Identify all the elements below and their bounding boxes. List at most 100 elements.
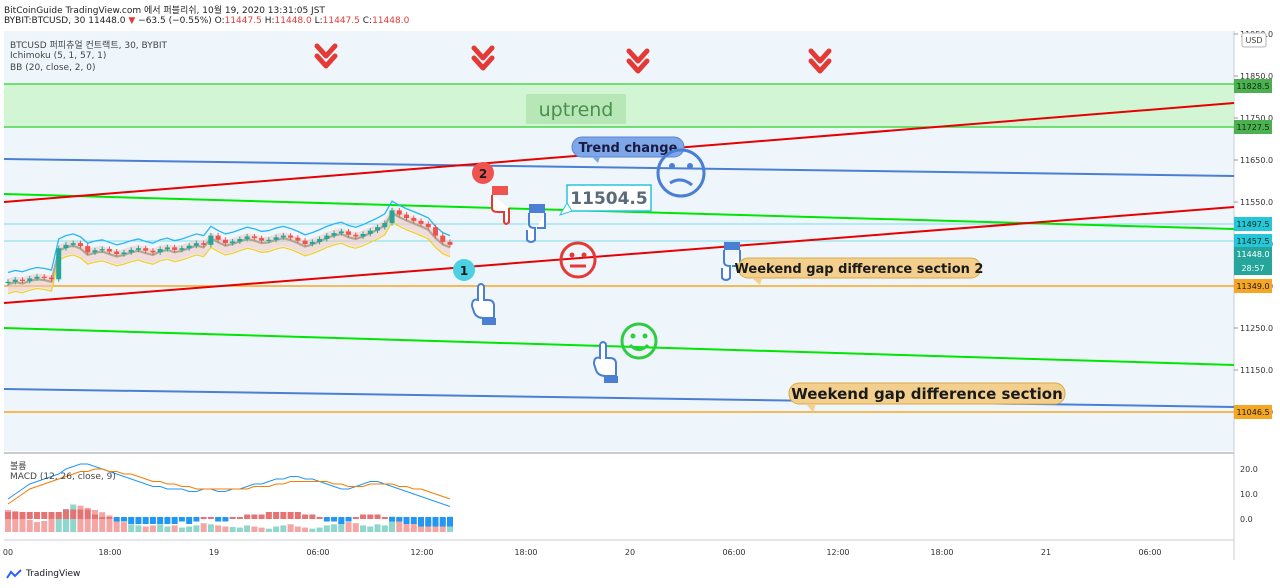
symbol-label: BYBIT:BTCUSD, 30 [4,16,86,26]
candle-body[interactable] [27,278,33,281]
candle-body[interactable] [295,237,301,241]
candle-body[interactable] [324,235,330,239]
blue-trend-line-upper[interactable] [3,158,1235,177]
candle-body[interactable] [280,235,286,238]
candle-body[interactable] [128,249,134,253]
macd-histogram-bar [142,517,149,524]
candle-body[interactable] [135,248,141,250]
candle-body[interactable] [266,239,272,241]
candle-body[interactable] [121,252,127,255]
candle-body[interactable] [396,210,402,215]
bb-lower-line [7,221,451,295]
candle-body[interactable] [41,276,47,278]
candle-body[interactable] [34,276,40,279]
candle-body[interactable] [5,281,11,284]
volume-bar [62,508,69,532]
candle-body[interactable] [425,223,431,228]
candle-body[interactable] [12,279,18,282]
candle-body[interactable] [179,248,185,250]
macd-histogram-bar [403,517,410,524]
time-tick-label: 06:00 [306,548,329,557]
ichimoku-label[interactable]: Ichimoku (5, 1, 57, 1) [10,51,107,61]
candle-body[interactable] [215,235,221,240]
weekend-gap-callout[interactable] [788,382,1066,405]
bb-label[interactable]: BB (20, close, 2, 0) [10,63,96,73]
macd-histogram-bar [157,517,164,524]
price-box[interactable] [566,184,652,212]
candle-body[interactable] [208,235,214,245]
candle-body[interactable] [411,217,417,221]
candle-body[interactable] [309,241,315,244]
candle-body[interactable] [157,249,163,253]
candle-body[interactable] [172,247,178,250]
volume-label[interactable]: 볼륨 [10,462,27,472]
candle-body[interactable] [404,214,410,218]
candle-body[interactable] [317,238,323,242]
price-label-text: 11727.5 [1236,123,1269,132]
candle-body[interactable] [244,236,250,239]
candle-body[interactable] [375,227,381,231]
candle-body[interactable] [440,235,446,242]
weekend-gap-2-callout[interactable] [737,257,982,279]
candle-body[interactable] [193,243,199,246]
volume-bar [360,525,367,532]
candle-body[interactable] [56,248,62,280]
candle-body[interactable] [382,223,388,228]
candle-body[interactable] [418,220,424,224]
red-trend-line-lower[interactable] [3,206,1235,304]
volume-bar [149,525,156,532]
candle-body[interactable] [353,234,359,237]
candle-body[interactable] [389,210,395,223]
candle-body[interactable] [447,241,453,245]
candle-body[interactable] [164,247,170,250]
marker-1[interactable] [453,259,475,281]
macd-label[interactable]: MACD (12, 26, close, 9) [10,472,116,482]
ichimoku-cloud [8,207,450,293]
footer-brand[interactable]: TradingView [6,569,80,579]
candle-body[interactable] [302,240,308,244]
macd-histogram-bar [381,517,388,519]
volume-bar [287,524,294,532]
candle-body[interactable] [63,244,69,249]
candle-body[interactable] [143,248,149,251]
candle-body[interactable] [367,230,373,234]
candle-body[interactable] [346,231,352,235]
time-axis[interactable]: 00 18:00 19 06:00 12:00 18:00 20 06:00 12:00 18:0… [3,548,1162,557]
candle-body[interactable] [99,249,105,251]
candle-body[interactable] [433,227,439,236]
green-trend-line-lower[interactable] [3,327,1235,366]
candle-body[interactable] [222,239,228,244]
candle-body[interactable] [331,233,337,236]
candle-body[interactable] [251,236,257,239]
candle-body[interactable] [19,279,25,281]
candle-body[interactable] [150,250,156,253]
trend-change-callout[interactable] [571,136,685,158]
candle-body[interactable] [230,241,236,244]
candle-body[interactable] [77,243,83,247]
candle-body[interactable] [48,277,54,280]
candle-body[interactable] [360,233,366,237]
macd-histogram-bar [236,517,243,519]
cloud-area [8,207,450,293]
macd-tick-label: 0.0 [1240,515,1253,524]
candle-body[interactable] [201,243,207,245]
macd-histogram-bar [273,512,280,519]
candle-body[interactable] [92,250,98,253]
candle-body[interactable] [259,238,265,241]
candle-body[interactable] [273,237,279,240]
candle-body[interactable] [114,251,120,255]
marker-2[interactable] [472,162,494,184]
currency-badge[interactable] [1241,32,1267,48]
candle-body[interactable] [288,235,294,238]
candle-body[interactable] [338,231,344,234]
candle-body[interactable] [70,243,76,245]
volume-bar [389,516,396,532]
candle-body[interactable] [106,249,112,252]
candle-body[interactable] [85,246,91,253]
confused-face-icon [656,148,706,198]
candle-series[interactable] [5,207,453,286]
macd-histogram-bar [207,517,214,519]
candle-body[interactable] [186,245,192,249]
candle-body[interactable] [237,238,243,242]
